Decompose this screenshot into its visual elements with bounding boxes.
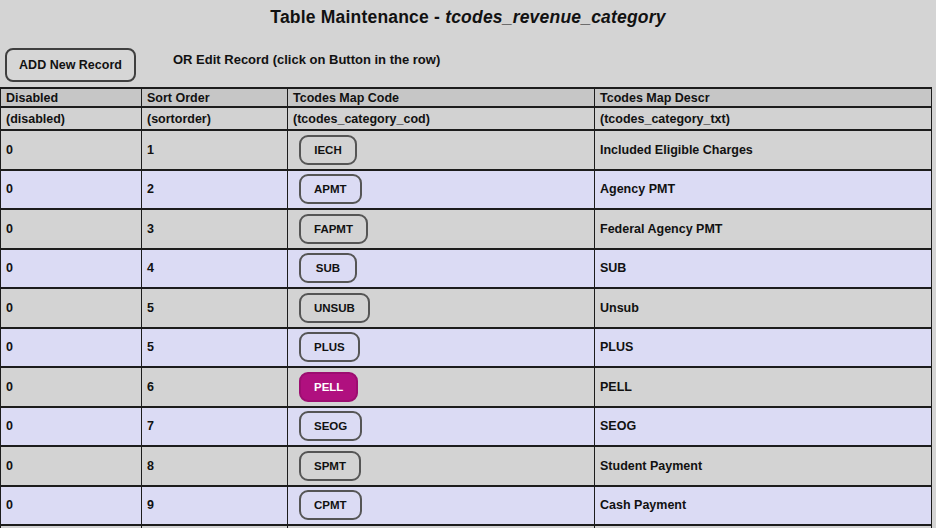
cell-map-descr: Unsub [595, 288, 932, 328]
column-header-disabled: Disabled [1, 88, 142, 107]
cell-map-code: APMT [288, 170, 595, 210]
table-maintenance-page: Table Maintenance - tcodes_revenue_categ… [0, 0, 936, 528]
column-header-map-code: Tcodes Map Code [288, 88, 595, 107]
cell-map-code: CPMT [288, 486, 595, 526]
table-header: Disabled Sort Order Tcodes Map Code Tcod… [1, 88, 932, 130]
table-row: 0 1 IECH Included Eligible Charges [1, 130, 932, 170]
cell-sort-order: 7 [142, 407, 288, 447]
edit-row-button[interactable]: CPMT [299, 490, 362, 520]
cell-map-code: PELL [288, 367, 595, 407]
cell-sort-order: 9 [142, 486, 288, 526]
table-row: 0 7 SEOG SEOG [1, 407, 932, 447]
cell-sort-order: 6 [142, 367, 288, 407]
edit-row-button[interactable]: PLUS [299, 332, 360, 362]
cell-map-descr: SUB [595, 249, 932, 289]
page-title-table-name: tcodes_revenue_category [445, 7, 666, 27]
cell-sort-order: 1 [142, 130, 288, 170]
edit-row-button[interactable]: SPMT [299, 451, 361, 481]
cell-disabled: 0 [1, 486, 142, 526]
field-name-category-txt: (tcodes_category_txt) [595, 107, 932, 130]
cell-sort-order: 3 [142, 209, 288, 249]
table-body: 0 1 IECH Included Eligible Charges 0 2 A… [1, 130, 932, 525]
cell-map-descr: Student Payment [595, 446, 932, 486]
edit-row-button[interactable]: SEOG [299, 411, 362, 441]
cell-map-descr: SEOG [595, 407, 932, 447]
cell-disabled: 0 [1, 170, 142, 210]
cell-disabled: 0 [1, 407, 142, 447]
cell-map-descr: Federal Agency PMT [595, 209, 932, 249]
cell-map-code: PLUS [288, 328, 595, 368]
cell-disabled: 0 [1, 209, 142, 249]
column-header-row: Disabled Sort Order Tcodes Map Code Tcod… [1, 88, 932, 107]
cell-map-code: SPMT [288, 446, 595, 486]
cell-map-descr: Cash Payment [595, 486, 932, 526]
cell-disabled: 0 [1, 328, 142, 368]
cell-sort-order: 5 [142, 328, 288, 368]
cell-sort-order: 5 [142, 288, 288, 328]
page-title: Table Maintenance - tcodes_revenue_categ… [0, 0, 936, 28]
cell-disabled: 0 [1, 130, 142, 170]
cell-disabled: 0 [1, 288, 142, 328]
cell-map-code: FAPMT [288, 209, 595, 249]
cell-disabled: 0 [1, 249, 142, 289]
toolbar: ADD New Record OR Edit Record (click on … [5, 48, 440, 82]
cell-sort-order: 8 [142, 446, 288, 486]
field-name-sortorder: (sortorder) [142, 107, 288, 130]
field-name-disabled: (disabled) [1, 107, 142, 130]
cell-disabled: 0 [1, 446, 142, 486]
column-header-sort-order: Sort Order [142, 88, 288, 107]
table-row: 0 5 UNSUB Unsub [1, 288, 932, 328]
cell-map-code: SEOG [288, 407, 595, 447]
cell-map-descr: Included Eligible Charges [595, 130, 932, 170]
edit-row-button[interactable]: UNSUB [299, 293, 370, 323]
field-name-row: (disabled) (sortorder) (tcodes_category_… [1, 107, 932, 130]
cell-map-code: SUB [288, 249, 595, 289]
cell-map-descr: Agency PMT [595, 170, 932, 210]
edit-record-hint: OR Edit Record (click on Button in the r… [173, 52, 440, 67]
edit-row-button[interactable]: APMT [299, 174, 362, 204]
table-row: 0 8 SPMT Student Payment [1, 446, 932, 486]
table-row: 0 9 CPMT Cash Payment [1, 486, 932, 526]
column-header-map-descr: Tcodes Map Descr [595, 88, 932, 107]
edit-row-button[interactable]: PELL [299, 372, 358, 402]
table-row: 0 4 SUB SUB [1, 249, 932, 289]
table-row: 0 2 APMT Agency PMT [1, 170, 932, 210]
add-new-record-button[interactable]: ADD New Record [5, 48, 136, 82]
edit-row-button[interactable]: SUB [299, 253, 357, 283]
cell-map-code: UNSUB [288, 288, 595, 328]
edit-row-button[interactable]: IECH [299, 135, 357, 165]
page-title-prefix: Table Maintenance - [270, 7, 445, 27]
table-row: 0 3 FAPMT Federal Agency PMT [1, 209, 932, 249]
cell-map-descr: PELL [595, 367, 932, 407]
cell-sort-order: 2 [142, 170, 288, 210]
edit-row-button[interactable]: FAPMT [299, 214, 368, 244]
cell-sort-order: 4 [142, 249, 288, 289]
cell-disabled: 0 [1, 367, 142, 407]
field-name-category-cod: (tcodes_category_cod) [288, 107, 595, 130]
cell-map-descr: PLUS [595, 328, 932, 368]
table-row: 0 6 PELL PELL [1, 367, 932, 407]
cell-map-code: IECH [288, 130, 595, 170]
maintenance-table: Disabled Sort Order Tcodes Map Code Tcod… [0, 87, 932, 528]
table-row: 0 5 PLUS PLUS [1, 328, 932, 368]
